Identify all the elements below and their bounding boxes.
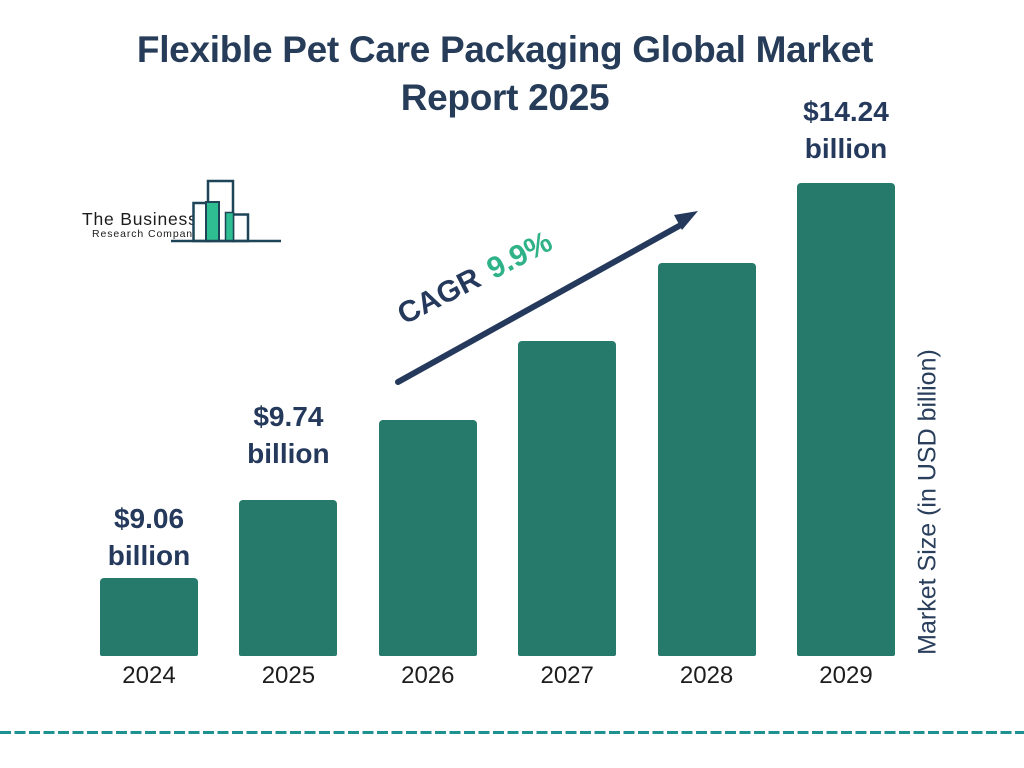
x-axis-label-2026: 2026 [401,662,455,689]
logo-bar-teal-small [224,211,235,242]
x-axis-label-2025: 2025 [261,662,316,689]
value-label-2024: $9.06 billion [107,503,191,571]
bar-2025 [239,500,338,656]
bar-2028 [657,263,756,656]
x-axis-label-2027: 2027 [540,662,594,689]
logo-chart-icon [171,179,281,243]
logo-subtitle: Research Company [92,228,199,240]
bottom-dashed-divider [0,731,1024,734]
growth-arrow [395,211,698,385]
bar-2029 [797,183,895,656]
growth-arrow-head [674,211,698,230]
x-axis-label-2029: 2029 [819,662,873,689]
logo-bar-teal-big [205,201,220,242]
x-axis-label-2028: 2028 [679,662,734,689]
x-axis-label-2024: 2024 [122,662,176,689]
title-line1: Flexible Pet Care Packaging Global Marke… [136,29,874,70]
bar-2027 [518,341,617,656]
logo-name: The Business [82,209,198,229]
title-line2: Report 2025 [400,77,610,118]
value-label-2025: $9.74 billion [247,401,330,469]
value-label-2029: $14.24 billion [803,96,889,164]
y-axis-title: Market Size (in USD billion) [913,349,942,655]
logo-bar-outline-right [231,213,250,243]
growth-arrow-shaft [395,223,682,385]
bar-2024 [100,578,198,656]
brand-logo: The Business Research Company [82,179,281,243]
bar-2026 [378,420,477,656]
page-title: Flexible Pet Care Packaging Global Marke… [62,26,948,122]
